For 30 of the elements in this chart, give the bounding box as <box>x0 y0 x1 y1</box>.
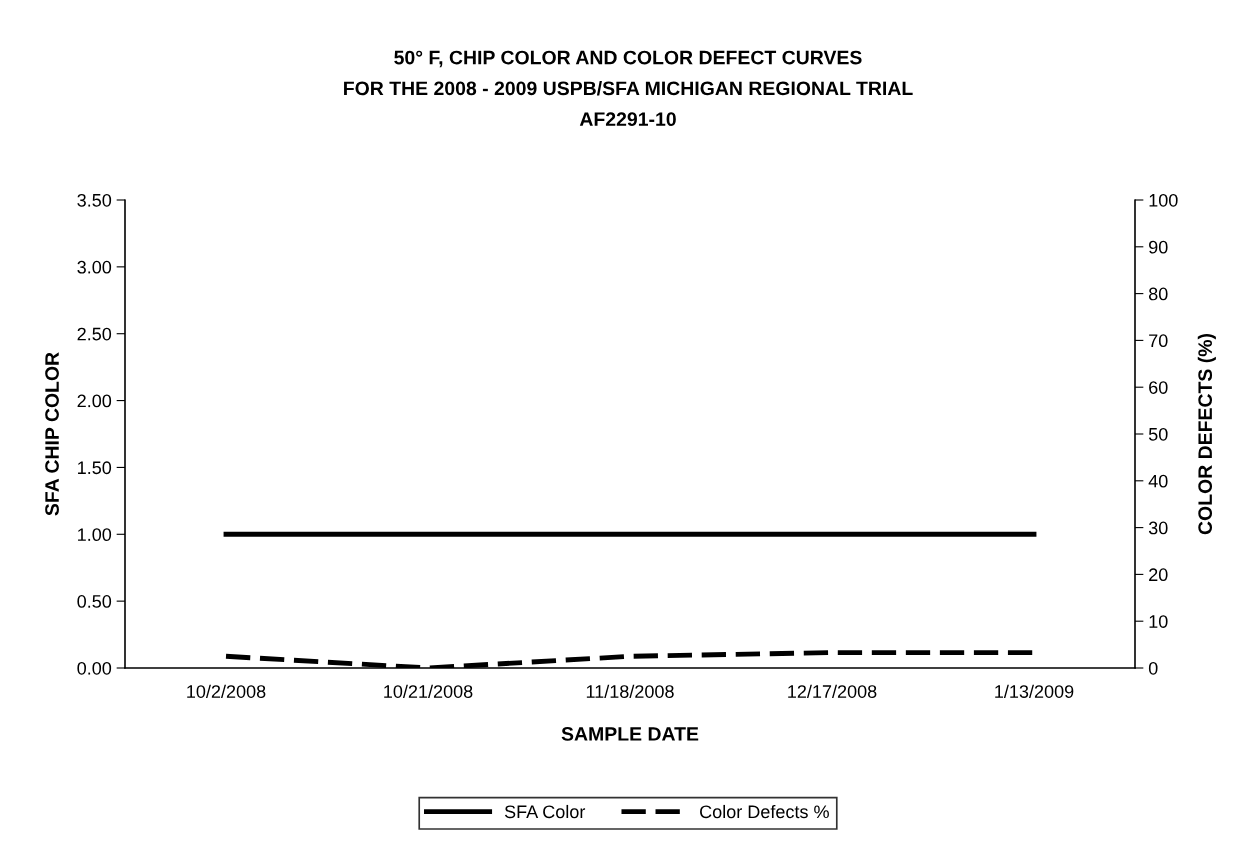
y-tick-label: 0.50 <box>77 595 112 608</box>
y2-tick-label: 60 <box>1149 381 1168 394</box>
y-tick-label: 1.00 <box>78 528 112 542</box>
y2-tick-label: 20 <box>1149 568 1168 582</box>
y2-tick-label: 100 <box>1149 193 1178 207</box>
y2-tick-label: 70 <box>1149 334 1168 348</box>
x-tick-label: 10/2/2008 <box>187 684 266 698</box>
y2-tick-label: 40 <box>1148 474 1168 488</box>
x-tick-label: 12/17/2008 <box>788 684 877 698</box>
y-tick-label: 2.50 <box>77 327 112 341</box>
y-tick-label: 3.00 <box>77 260 112 274</box>
y2-tick-label: 0 <box>1148 661 1158 675</box>
y-tick-label: 2.00 <box>77 394 112 408</box>
x-axis-title: SAMPLE DATE <box>561 727 699 741</box>
y2-tick-label: 90 <box>1149 240 1168 254</box>
x-tick-label: 10/21/2008 <box>384 684 473 698</box>
x-tick-label: 11/18/2008 <box>586 684 674 698</box>
y2-tick-label: 50 <box>1148 427 1168 441</box>
y2-tick-label: 30 <box>1148 521 1168 535</box>
y2-axis-title: COLOR DEFECTS (%) <box>1197 333 1216 535</box>
y-tick-label: 0.00 <box>77 661 112 675</box>
y-tick-label: 1.50 <box>78 461 112 475</box>
legend-label: SFA Color <box>504 804 586 819</box>
legend-label: Color Defects % <box>700 804 829 819</box>
x-tick-label: 1/13/2009 <box>995 684 1074 698</box>
y-tick-label: 3.50 <box>77 193 112 207</box>
y-axis-title: SFA CHIP COLOR <box>45 352 59 516</box>
y2-tick-label: 10 <box>1149 615 1168 628</box>
chart-title: 50° F, CHIP COLOR AND COLOR DEFECT CURVES FOR THE 2008 - 2009 USPB/SFA MICHIGAN REGIONAL TRIAL AF2291-10 <box>344 50 913 127</box>
y2-tick-label: 80 <box>1148 287 1168 301</box>
